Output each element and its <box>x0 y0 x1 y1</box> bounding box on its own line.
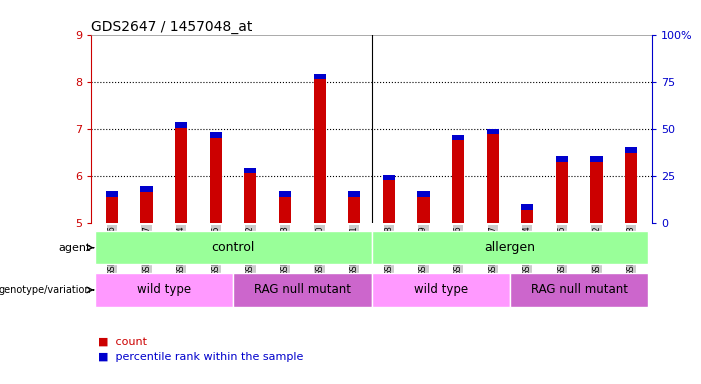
Bar <box>522 210 533 223</box>
Bar <box>348 191 360 197</box>
Bar <box>175 122 187 128</box>
Bar <box>556 162 568 223</box>
Bar <box>372 231 648 264</box>
Bar <box>625 147 637 153</box>
Bar <box>245 173 257 223</box>
Text: RAG null mutant: RAG null mutant <box>254 283 350 296</box>
Text: GDS2647 / 1457048_at: GDS2647 / 1457048_at <box>91 20 252 33</box>
Text: wild type: wild type <box>137 283 191 296</box>
Bar <box>95 231 372 264</box>
Bar <box>417 197 430 223</box>
Bar <box>106 191 118 197</box>
Bar <box>233 273 372 306</box>
Bar <box>210 138 222 223</box>
Bar <box>106 197 118 223</box>
Bar <box>279 191 291 197</box>
Bar <box>140 192 153 223</box>
Bar <box>590 156 603 162</box>
Bar <box>245 168 257 173</box>
Bar <box>140 187 153 192</box>
Bar <box>417 191 430 197</box>
Text: ■  percentile rank within the sample: ■ percentile rank within the sample <box>98 352 304 362</box>
Bar <box>452 135 464 141</box>
Bar <box>348 197 360 223</box>
Bar <box>383 180 395 223</box>
Bar <box>522 204 533 210</box>
Text: genotype/variation: genotype/variation <box>0 285 91 295</box>
Bar <box>313 79 326 223</box>
Bar <box>452 141 464 223</box>
Bar <box>383 175 395 180</box>
Text: allergen: allergen <box>484 241 536 254</box>
Bar <box>510 273 648 306</box>
Bar <box>175 128 187 223</box>
Bar <box>279 197 291 223</box>
Text: ■  count: ■ count <box>98 337 147 347</box>
Text: agent: agent <box>58 243 91 253</box>
Bar <box>556 156 568 162</box>
Text: wild type: wild type <box>414 283 468 296</box>
Bar <box>210 132 222 138</box>
Bar <box>372 273 510 306</box>
Bar <box>625 153 637 223</box>
Bar <box>486 129 498 134</box>
Bar <box>486 134 498 223</box>
Text: RAG null mutant: RAG null mutant <box>531 283 627 296</box>
Bar <box>590 162 603 223</box>
Bar <box>95 273 233 306</box>
Bar <box>313 74 326 79</box>
Text: control: control <box>212 241 254 254</box>
